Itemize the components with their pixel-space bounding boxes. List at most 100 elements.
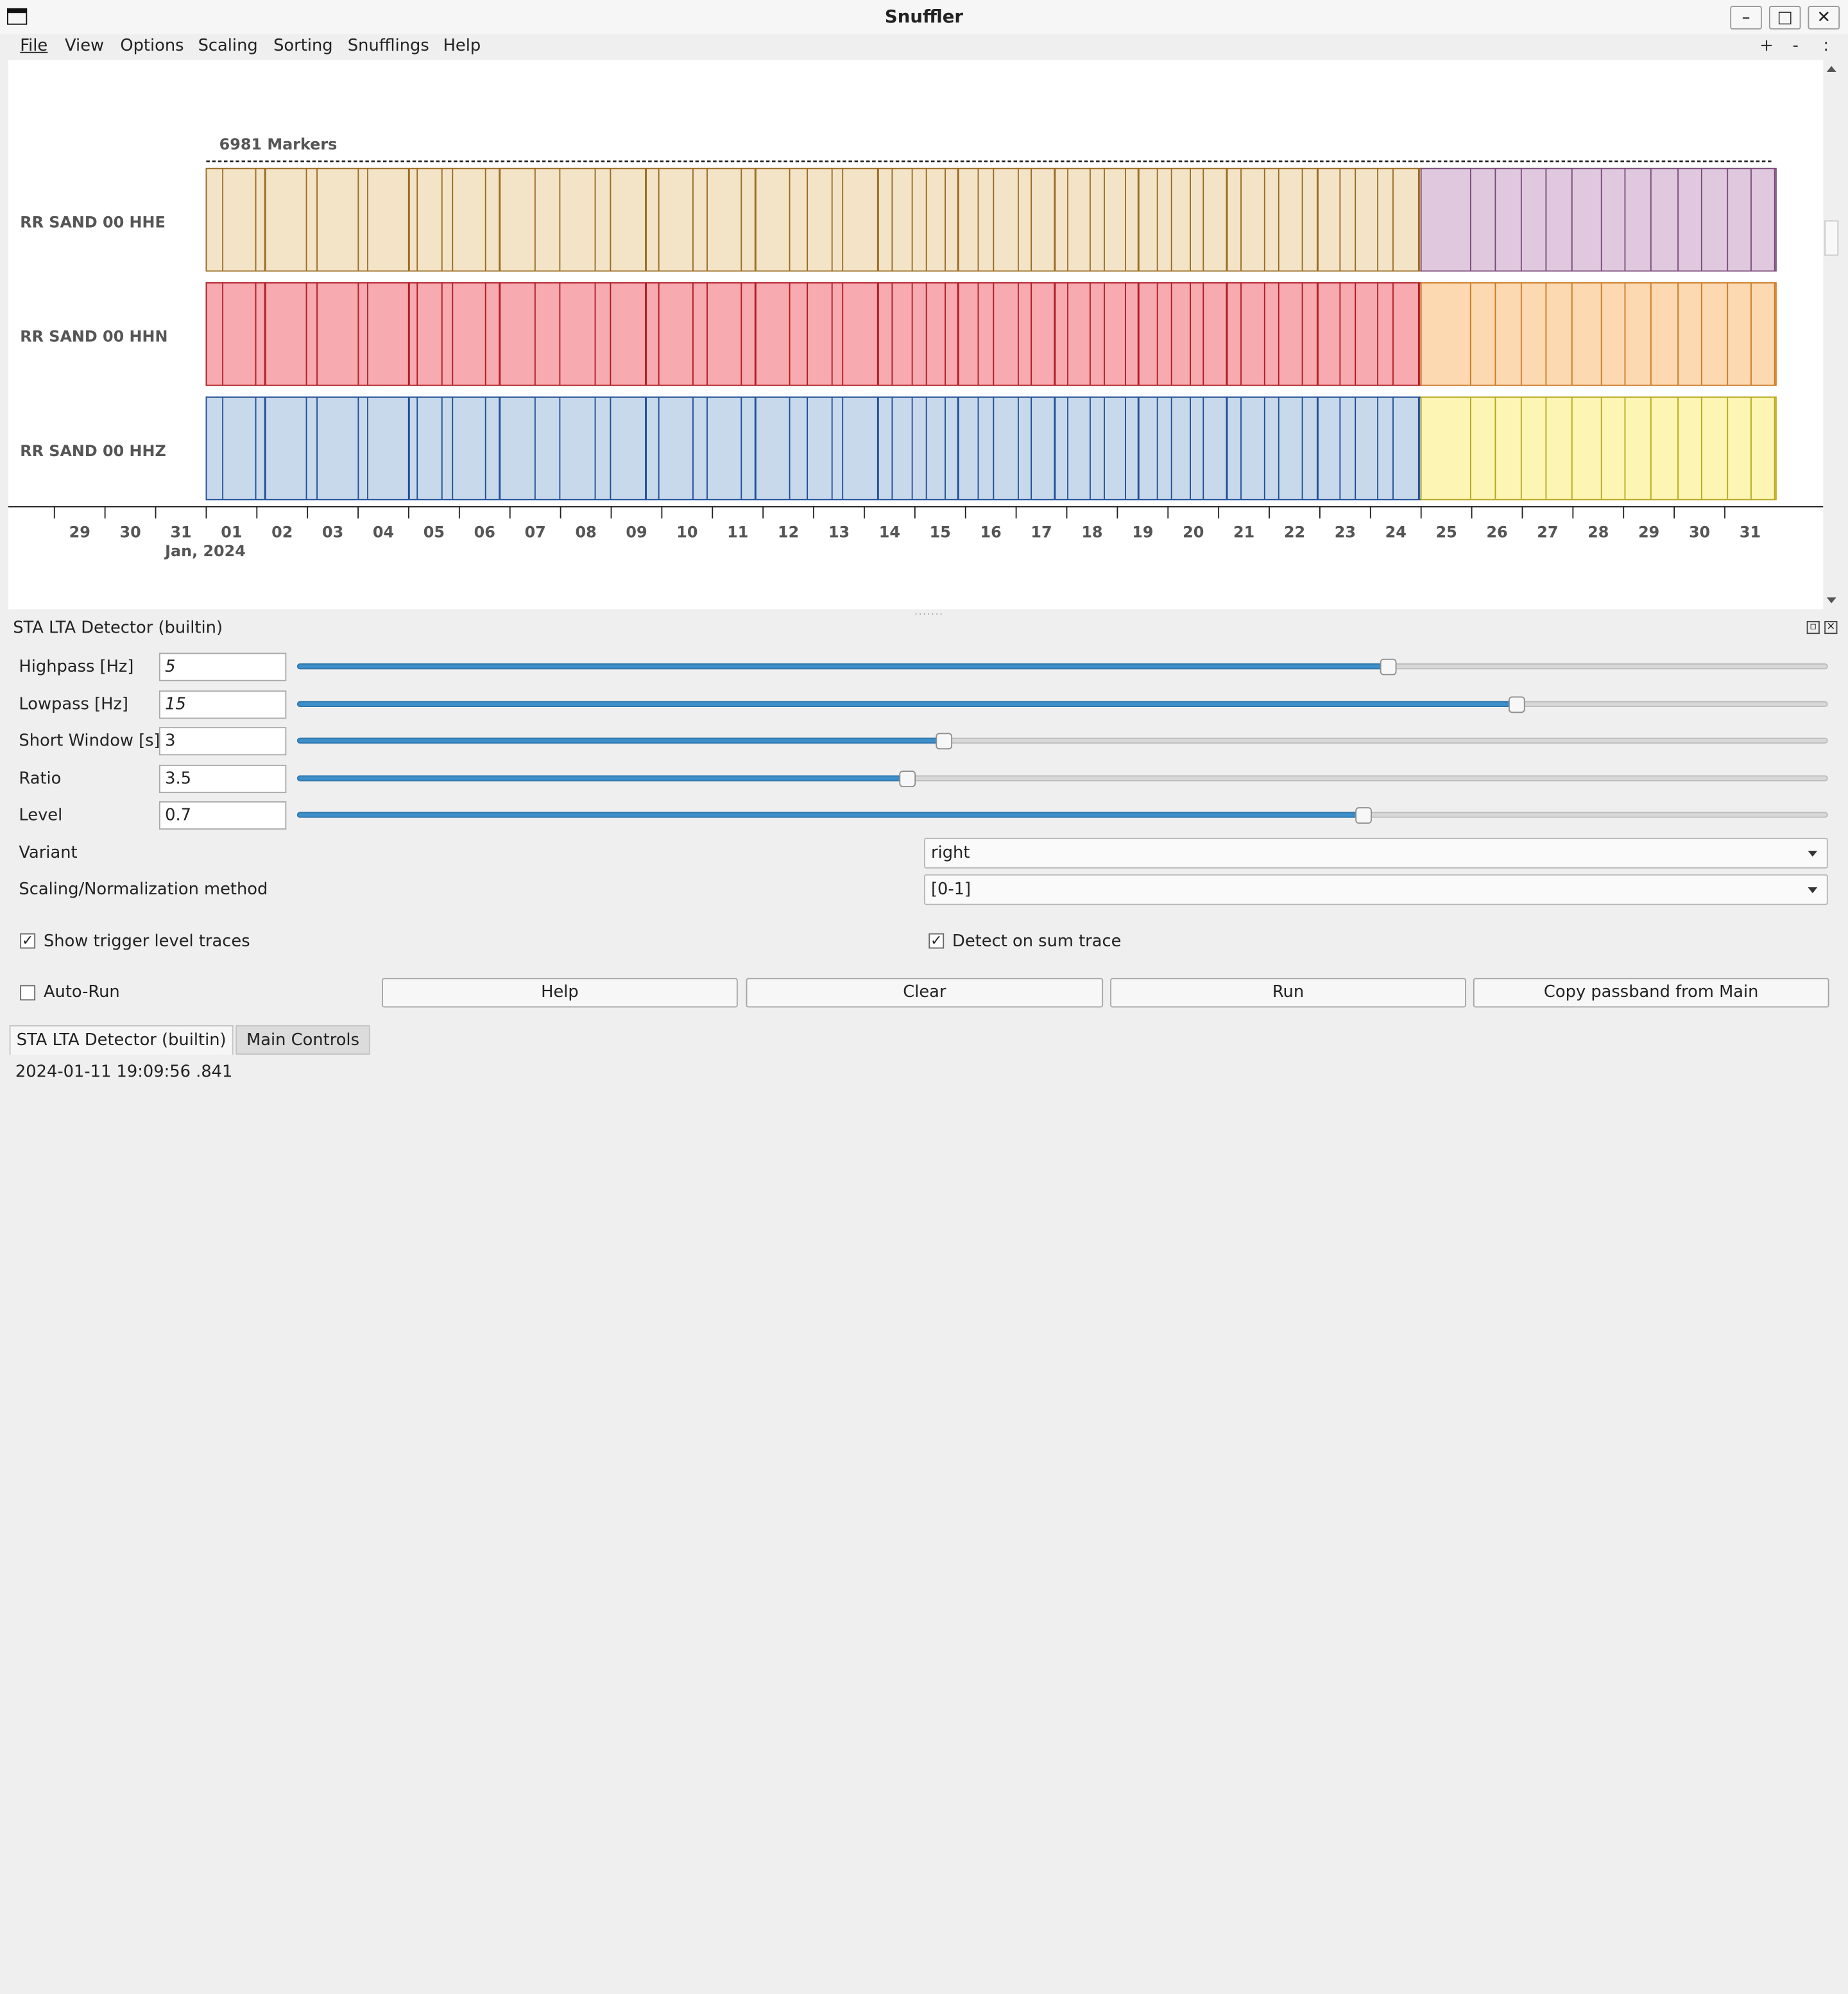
close-panel-icon[interactable]: × xyxy=(1824,620,1838,635)
slider-handle[interactable] xyxy=(1355,807,1373,824)
axis-day-label: 27 xyxy=(1537,524,1558,541)
axis-day-label: 06 xyxy=(474,524,495,541)
slider-handle[interactable] xyxy=(936,733,953,750)
vertical-scrollbar[interactable] xyxy=(1823,60,1839,609)
vertical-scroll-thumb[interactable] xyxy=(1824,220,1839,256)
highpass-label: Highpass [Hz] xyxy=(19,657,134,677)
autorun-checkbox[interactable] xyxy=(20,985,36,1001)
axis-day-label: 20 xyxy=(1183,524,1204,541)
marker-count-label: 6981 Markers xyxy=(219,135,338,153)
trace-label-hhz: RR SAND 00 HHZ xyxy=(20,442,166,460)
axis-day-label: 08 xyxy=(575,524,596,541)
marker-block-before-2[interactable] xyxy=(205,396,1422,500)
detect-sum-label: Detect on sum trace xyxy=(952,932,1122,951)
menu-options-label: Options xyxy=(120,36,184,56)
menu-sorting[interactable]: Sorting xyxy=(273,37,332,55)
panel-title: STA LTA Detector (builtin) xyxy=(13,618,223,638)
axis-day-label: 21 xyxy=(1233,524,1254,541)
slider-handle[interactable] xyxy=(1509,696,1526,713)
level-input[interactable] xyxy=(158,801,287,830)
ratio-label: Ratio xyxy=(19,769,62,788)
axis-day-label: 31 xyxy=(170,524,191,541)
zoom-in-button[interactable]: + xyxy=(1759,36,1774,56)
scroll-down-arrow-icon[interactable] xyxy=(1826,597,1836,604)
slider-fill xyxy=(296,812,1364,818)
axis-day-label: 07 xyxy=(525,524,546,541)
slider-handle[interactable] xyxy=(899,771,916,787)
scroll-up-arrow-icon[interactable] xyxy=(1826,65,1836,72)
detect-sum-checkbox[interactable]: ✓ xyxy=(928,933,945,949)
level-slider[interactable] xyxy=(296,804,1828,828)
menu-help[interactable]: Help xyxy=(443,37,481,55)
copy-passband-button[interactable]: Copy passband from Main xyxy=(1473,978,1829,1008)
splitter-handle[interactable]: ······· xyxy=(914,609,944,620)
short-window-slider[interactable] xyxy=(296,729,1828,753)
axis-day-label: 10 xyxy=(676,524,697,541)
short-window-label: Short Window [s] xyxy=(19,731,160,751)
lowpass-slider[interactable] xyxy=(296,693,1828,717)
menu-view[interactable]: View xyxy=(65,37,104,55)
maximize-button[interactable]: □ xyxy=(1768,6,1801,30)
slider-fill xyxy=(296,701,1518,708)
menu-file[interactable]: File xyxy=(20,37,47,55)
axis-day-label: 24 xyxy=(1385,524,1407,541)
highpass-input[interactable] xyxy=(158,652,287,681)
axis-day-label: 23 xyxy=(1335,524,1356,541)
chevron-down-icon xyxy=(1808,887,1818,894)
zoom-more-button[interactable]: : xyxy=(1823,36,1829,56)
window-title: Snuffler xyxy=(884,6,964,28)
app-window-icon xyxy=(7,8,28,25)
marker-rows[interactable] xyxy=(205,167,1777,500)
help-button[interactable]: Help xyxy=(382,978,738,1008)
axis-day-label: 29 xyxy=(1638,524,1659,541)
marker-block-after-0[interactable] xyxy=(1420,167,1777,272)
menu-snufflings[interactable]: Snufflings xyxy=(348,37,429,55)
slider-fill xyxy=(296,737,945,744)
show-trigger-label: Show trigger level traces xyxy=(43,932,250,951)
show-trigger-checkbox[interactable]: ✓ xyxy=(20,933,36,949)
axis-day-label: 14 xyxy=(879,524,900,541)
marker-block-before-1[interactable] xyxy=(205,282,1422,386)
axis-day-label: 16 xyxy=(980,524,1002,541)
clear-button[interactable]: Clear xyxy=(746,978,1104,1008)
menu-options[interactable]: Options xyxy=(120,37,184,55)
marker-block-before-0[interactable] xyxy=(205,167,1422,272)
axis-day-label: 17 xyxy=(1031,524,1052,541)
axis-day-label: 30 xyxy=(119,524,141,541)
axis-day-label: 04 xyxy=(373,524,394,541)
trace-plot[interactable]: 6981 Markers RR SAND 00 HHE RR SAND 00 H… xyxy=(8,60,1824,609)
marker-block-after-2[interactable] xyxy=(1420,396,1777,500)
axis-day-label: 11 xyxy=(727,524,748,541)
menu-file-label: File xyxy=(20,36,48,56)
ratio-slider[interactable] xyxy=(296,767,1828,791)
zoom-out-button[interactable]: - xyxy=(1792,36,1799,56)
float-panel-icon[interactable]: ▫ xyxy=(1806,620,1820,635)
scaling-label: Scaling/Normalization method xyxy=(19,880,268,899)
menu-scaling[interactable]: Scaling xyxy=(198,37,258,55)
month-label: Jan, 2024 xyxy=(164,542,246,560)
minimize-button[interactable]: – xyxy=(1730,6,1762,30)
marker-block-after-1[interactable] xyxy=(1420,282,1777,386)
variant-value: right xyxy=(930,844,970,863)
highpass-slider[interactable] xyxy=(296,655,1828,679)
ratio-input[interactable] xyxy=(158,765,287,794)
variant-label: Variant xyxy=(19,844,78,863)
tab-main-controls[interactable]: Main Controls xyxy=(235,1025,370,1055)
title-bar: Snuffler – □ ✕ xyxy=(0,0,1848,35)
status-timestamp: 2024-01-11 19:09:56 .841 xyxy=(15,1062,233,1082)
close-button[interactable]: ✕ xyxy=(1808,6,1840,30)
run-button[interactable]: Run xyxy=(1110,978,1466,1008)
status-bar: 2024-01-11 19:09:56 .841 xyxy=(0,1056,1848,1086)
axis-day-label: 12 xyxy=(778,524,799,541)
scaling-select[interactable]: [0-1] xyxy=(923,874,1828,905)
axis-day-label: 26 xyxy=(1486,524,1507,541)
lowpass-input[interactable] xyxy=(158,690,287,719)
trace-viewer[interactable]: 6981 Markers RR SAND 00 HHE RR SAND 00 H… xyxy=(8,60,1824,609)
menu-scaling-label: Scaling xyxy=(198,36,258,56)
axis-day-label: 09 xyxy=(626,524,647,541)
time-axis-ticks: 29 30 31 01 02 03 04 05 06 07 08 09 10 11 12 13 14 15 16 17… xyxy=(53,506,1761,541)
variant-select[interactable]: right xyxy=(923,837,1828,869)
tab-sta-lta-detector[interactable]: STA LTA Detector (builtin) xyxy=(9,1025,234,1055)
short-window-input[interactable] xyxy=(158,727,287,756)
slider-handle[interactable] xyxy=(1380,658,1397,676)
